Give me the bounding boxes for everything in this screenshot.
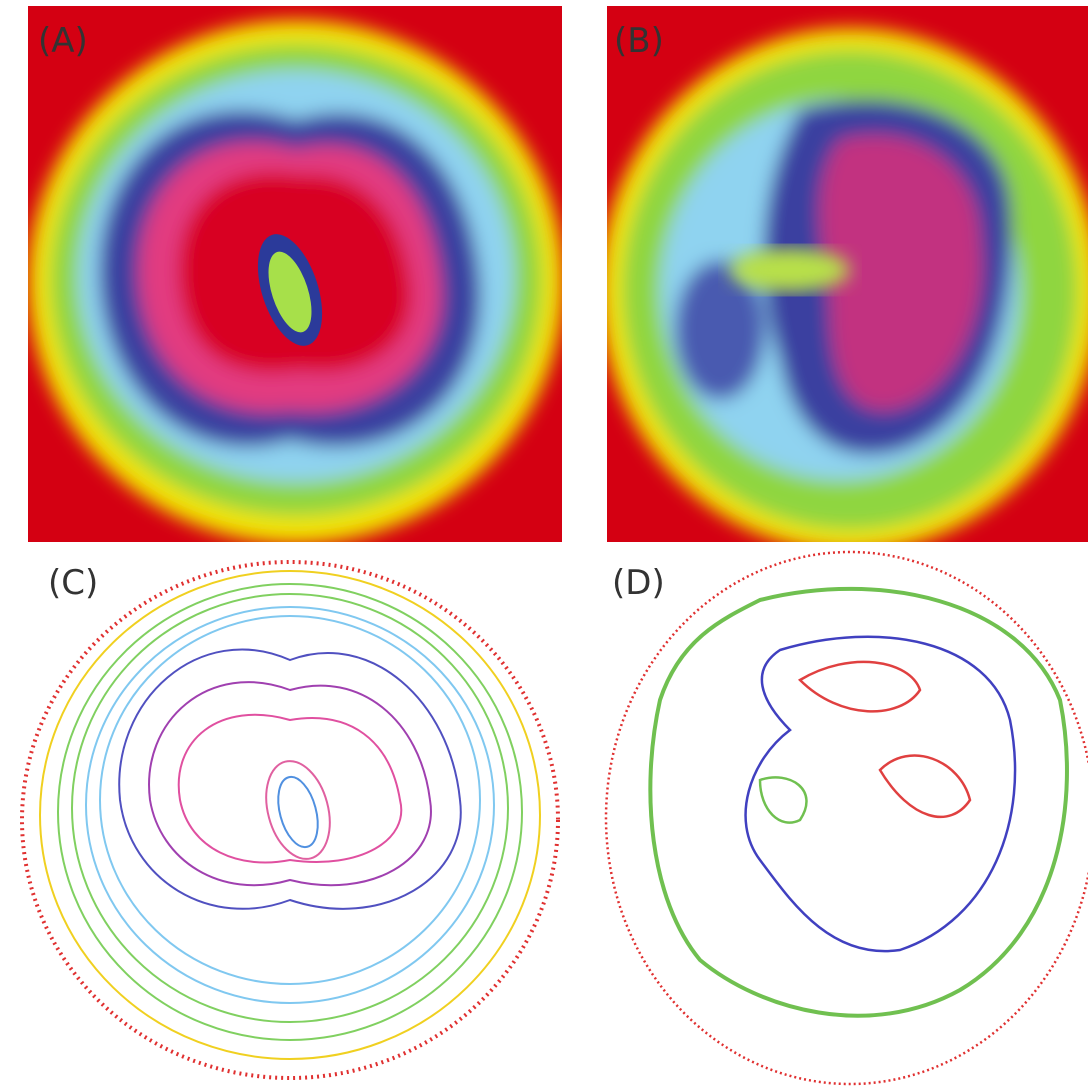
panel-label: (D) — [612, 563, 665, 603]
panel-d — [606, 552, 1088, 1084]
panel-a — [28, 6, 564, 544]
panel-label: (A) — [38, 21, 88, 61]
panel-label: (B) — [614, 21, 664, 61]
panel-label: (C) — [48, 563, 98, 603]
panel-c — [22, 562, 558, 1078]
figure: (A) (B) (C) (D) — [0, 0, 1088, 1086]
panel-b — [600, 6, 1088, 552]
